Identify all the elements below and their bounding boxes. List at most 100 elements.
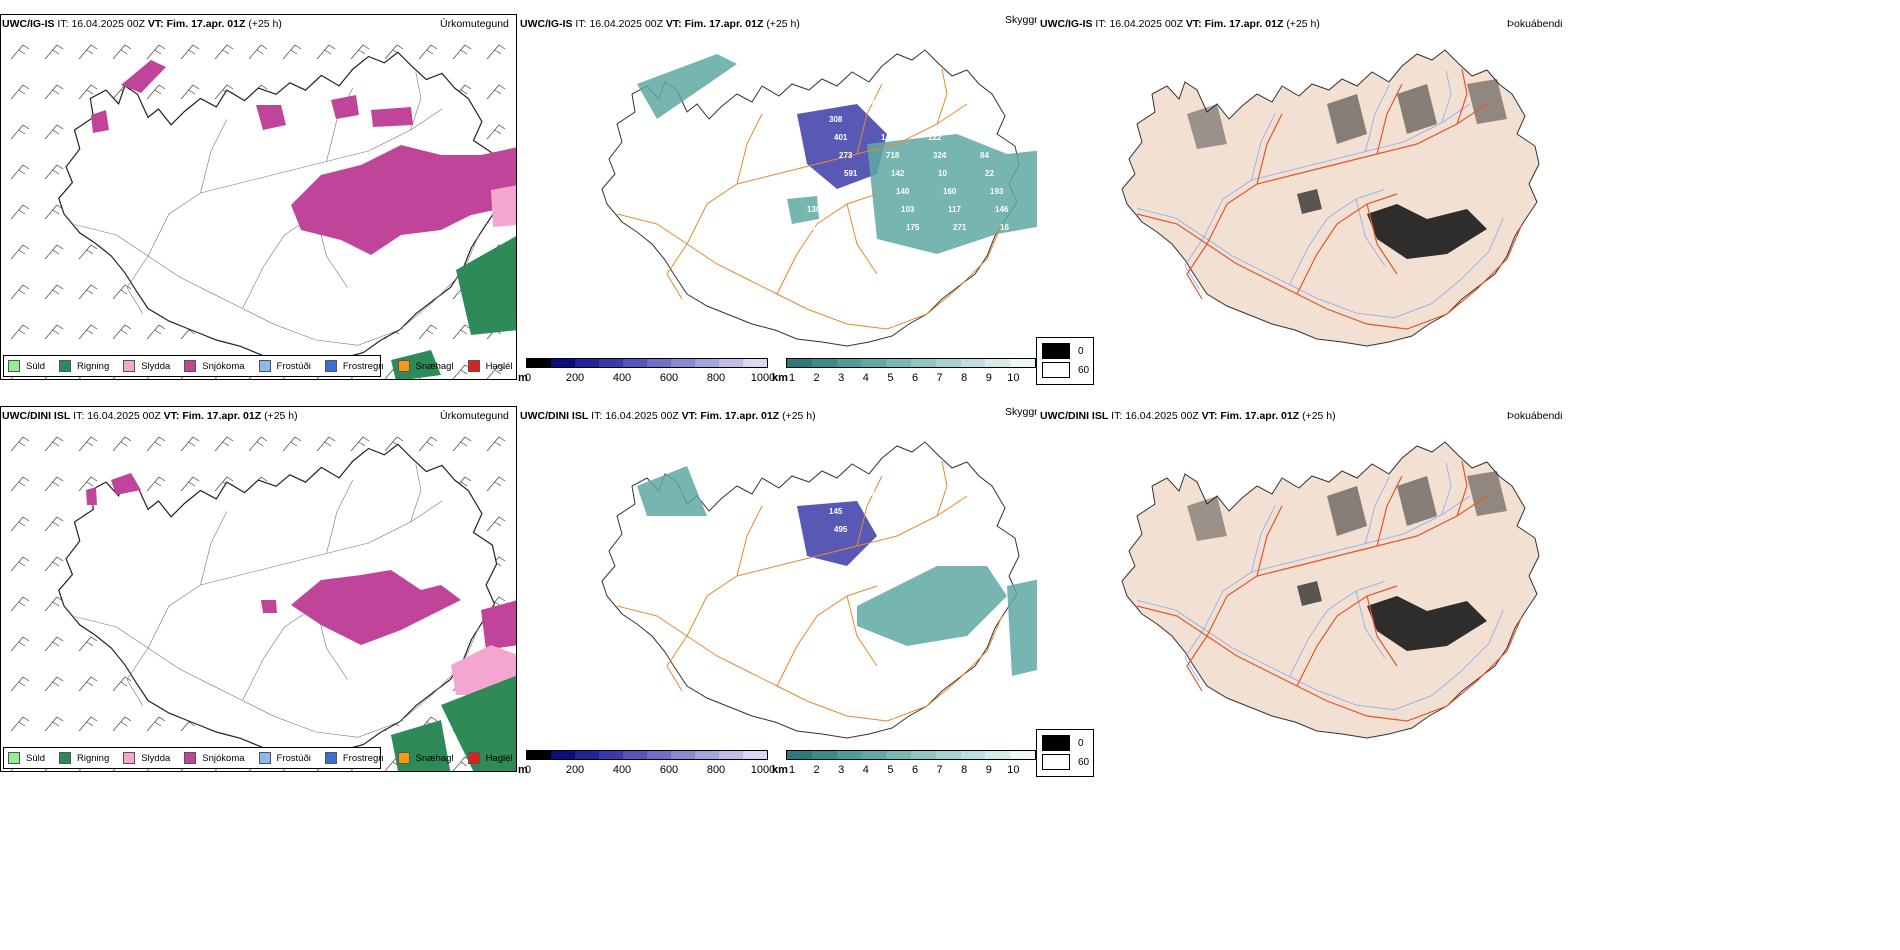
colorbar-tick: 1	[788, 372, 796, 384]
wind-barb	[44, 324, 64, 340]
wind-barb	[10, 716, 30, 732]
wind-barb	[78, 476, 98, 492]
wind-barb	[180, 476, 200, 492]
legend-item: Snjókoma	[184, 752, 245, 764]
legend-label: Súld	[26, 752, 46, 764]
wind-barb	[78, 676, 98, 692]
cloud-base-label: 146	[995, 205, 1009, 214]
legend-swatch	[184, 360, 197, 372]
wind-barb	[418, 436, 438, 452]
cloud-base-label: 175	[906, 223, 920, 232]
precip-map-panel-row1: Súld Rigning Slydda Snjókoma Frostúði Frostre…	[0, 14, 517, 380]
wind-barb	[214, 436, 234, 452]
cloud-base-label: 142	[891, 169, 905, 178]
wind-barb	[486, 436, 506, 452]
legend-swatch	[467, 360, 480, 372]
colorbar-tick: 6	[911, 764, 919, 776]
cloud-base-label: 116	[918, 489, 931, 498]
wind-barb	[486, 364, 506, 379]
wind-barb	[452, 324, 472, 340]
legend-swatch	[397, 752, 410, 764]
cloud-base-label: 401	[834, 133, 848, 142]
legend-item: Snjókoma	[184, 360, 245, 372]
colorbar-tick: 600	[659, 372, 679, 384]
wind-barb	[146, 44, 166, 60]
cover-map-row2	[1121, 441, 1540, 739]
legend-label: Snjókoma	[202, 752, 245, 764]
wind-barb	[10, 476, 30, 492]
legend-swatch	[59, 360, 72, 372]
wind-barb	[486, 124, 506, 140]
wind-barb	[44, 636, 64, 652]
colorbar-tick: 7	[936, 372, 943, 384]
colorbar-tick: 0	[524, 764, 532, 776]
wind-barb	[10, 204, 30, 220]
legend-item: Frostregn	[324, 360, 384, 372]
cloud-panel-title-row2: Skyggni	[1005, 406, 1043, 418]
colorbar-tick: 4	[862, 372, 869, 384]
colorbar-tick: 800	[706, 764, 726, 776]
legend-swatch	[8, 752, 20, 764]
cloud-base-label: 131	[871, 97, 885, 106]
wind-barb	[78, 84, 98, 100]
cloud-map-row2: 111 16 101 116 131 142 145 201 166 136 222 495 111 12…	[601, 441, 1037, 739]
cloud-base-label: 129	[928, 525, 942, 534]
colorbar-tick: 0	[524, 372, 532, 384]
precip-legend: Súld Rigning Slydda Snjókoma Frostúði Frostre…	[3, 747, 513, 769]
cloud-base-label: 103	[901, 205, 915, 214]
wind-barb	[146, 476, 166, 492]
cloud-base-label: 119	[970, 115, 983, 124]
legend-swatch	[467, 752, 480, 764]
cloud-base-label: 495	[834, 525, 848, 534]
cloud-base-label: 140	[896, 187, 910, 196]
wind-barb	[44, 204, 64, 220]
wind-barb	[282, 44, 302, 60]
wind-barb	[486, 516, 506, 532]
wind-barb	[10, 44, 30, 60]
cloud-base-label: 10	[938, 169, 947, 178]
wind-barb	[452, 44, 472, 60]
cloud-base-label: 112	[802, 187, 815, 196]
cloud-base-label: 127	[859, 223, 873, 232]
cloud-base-label: 76	[797, 169, 806, 178]
wind-barb	[248, 44, 268, 60]
legend-swatch	[258, 360, 271, 372]
cloud-base-label: 261	[876, 115, 890, 124]
cloud-base-label: 437	[782, 115, 796, 124]
wind-barb	[180, 44, 200, 60]
wind-barb	[112, 676, 132, 692]
row1-title: UWC/IG-IS IT: 16.04.2025 00Z VT: Fim. 17…	[2, 18, 282, 30]
colorbar-tick: 400	[612, 372, 632, 384]
legend-swatch	[184, 752, 197, 764]
row2-cover-title: UWC/DINI ISL IT: 16.04.2025 00Z VT: Fim.…	[1040, 410, 1336, 422]
precip-panel-title-row2: Úrkomutegund	[440, 410, 509, 422]
row2-cloud-title: UWC/DINI ISL IT: 16.04.2025 00Z VT: Fim.…	[520, 410, 816, 422]
wind-barb	[486, 44, 506, 60]
wind-barb	[78, 284, 98, 300]
cloud-base-label: 22	[985, 169, 994, 178]
legend-label: Súld	[26, 360, 46, 372]
row1-cloud-title: UWC/IG-IS IT: 16.04.2025 00Z VT: Fim. 17…	[520, 18, 800, 30]
wind-barb	[452, 436, 472, 452]
wind-barb	[78, 324, 98, 340]
cloud-map-panel-row2: 111 16 101 116 131 142 145 201 166 136 222 495 111 12…	[517, 406, 1037, 772]
wind-barb	[44, 84, 64, 100]
legend-swatch	[8, 360, 20, 372]
cloud-base-label: 144	[812, 223, 826, 232]
legend-label: Frostregn	[342, 752, 384, 764]
cloud-base-label: 16	[975, 525, 984, 534]
colorbar-tick: 10	[1007, 372, 1020, 384]
cloud-base-label: 142	[782, 507, 796, 516]
wind-barb	[78, 436, 98, 452]
wind-barb	[316, 44, 336, 60]
colorbar-tick: 5	[887, 764, 894, 776]
colorbar-tick: 10	[1007, 764, 1020, 776]
wind-barb	[146, 436, 166, 452]
wind-barb	[350, 44, 370, 60]
wind-barb	[248, 436, 268, 452]
legend-swatch	[123, 752, 136, 764]
visibility-colorbar-row1: km 1 2 3 4 5 6 7 8 9 10	[772, 358, 1036, 384]
colorbar-tick: 1000	[750, 372, 776, 384]
cloud-base-label: 136	[970, 507, 984, 516]
legend-swatch	[258, 752, 271, 764]
